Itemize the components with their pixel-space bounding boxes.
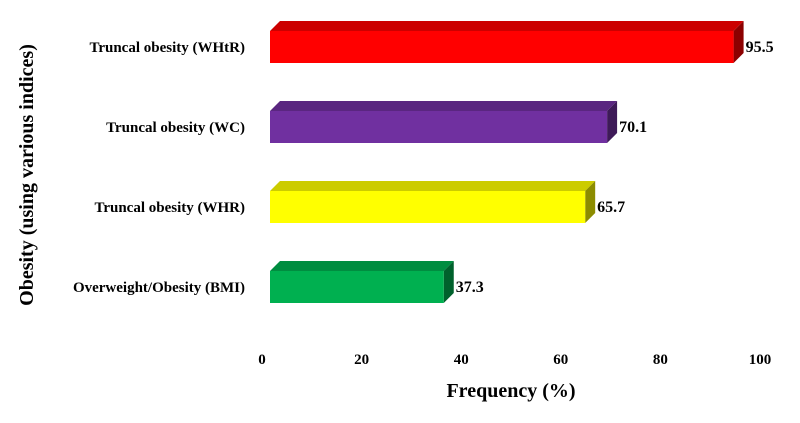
x-axis-title: Frequency (%) (446, 380, 575, 402)
bar-side-face (443, 261, 454, 303)
bar-top-face (270, 181, 596, 191)
bar-side-face (607, 101, 618, 143)
x-tick-label-3: 60 (553, 352, 568, 368)
bar-1 (270, 101, 618, 143)
bar-2 (270, 181, 596, 223)
bar-side-face (585, 181, 596, 223)
bar-front-face (270, 271, 444, 303)
category-label-3: Overweight/Obesity (BMI) (73, 280, 245, 296)
x-tick-label-5: 100 (749, 352, 772, 368)
bar-front-face (270, 111, 608, 143)
bars-group (270, 21, 744, 303)
value-label-0: 95.5 (746, 39, 774, 56)
bar-3 (270, 261, 454, 303)
value-label-3: 37.3 (456, 279, 484, 296)
category-label-2: Truncal obesity (WHR) (94, 200, 245, 216)
value-label-1: 70.1 (619, 119, 647, 136)
category-label-1: Truncal obesity (WC) (106, 120, 245, 136)
x-tick-label-4: 80 (653, 352, 668, 368)
bar-front-face (270, 191, 586, 223)
y-axis-title: Obesity (using various indices) (16, 44, 38, 306)
x-tick-label-1: 20 (354, 352, 369, 368)
x-tick-label-0: 0 (258, 352, 266, 368)
bar-side-face (733, 21, 744, 63)
value-label-2: 65.7 (597, 199, 625, 216)
bar-0 (270, 21, 744, 63)
bar-top-face (270, 101, 618, 111)
x-tick-label-2: 40 (454, 352, 469, 368)
labels-group: Truncal obesity (WHtR) 95.5 Truncal obesit… (73, 39, 774, 296)
bar-top-face (270, 21, 744, 31)
category-label-0: Truncal obesity (WHtR) (89, 40, 245, 56)
bar-top-face (270, 261, 454, 271)
x-axis-ticks: 0 20 40 60 80 100 (258, 352, 771, 368)
bar-front-face (270, 31, 734, 63)
